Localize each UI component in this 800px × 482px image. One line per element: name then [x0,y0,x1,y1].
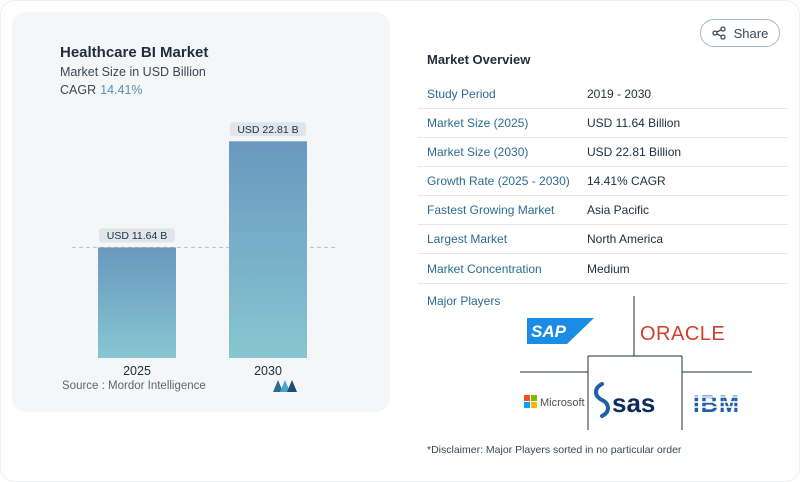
source-text: Source : Mordor Intelligence [62,380,206,392]
table-row: Market Size (2025) USD 11.64 Billion [418,109,788,138]
share-label: Share [733,25,769,41]
table-row: Largest Market North America [418,225,788,254]
row-label: Market Size (2030) [427,145,529,159]
table-row: Market Size (2030) USD 22.81 Billion [418,138,788,167]
overview-table: Study Period 2019 - 2030 Market Size (202… [418,80,788,283]
disclaimer: *Disclaimer: Major Players sorted in no … [427,444,682,456]
players-title: Major Players [427,294,501,308]
chart-title: Healthcare BI Market [60,44,209,61]
row-label: Fastest Growing Market [427,203,555,217]
row-value: Medium [587,261,630,276]
row-label: Largest Market [427,232,508,246]
bar [98,247,176,358]
chart-cagr: CAGR 14.41% [60,83,143,97]
data-label: USD 11.64 B [107,230,168,242]
cagr-label: CAGR [60,83,97,97]
row-value: 2019 - 2030 [587,87,652,101]
row-label: Study Period [427,87,496,101]
row-label: Market Concentration [427,261,542,276]
bar [229,141,307,358]
bar-chart: USD 11.64 B 2025 USD 22.81 B 2030 [72,122,338,378]
cagr-value: 14.41% [100,83,143,97]
table-row: Study Period 2019 - 2030 [418,80,788,109]
data-label-bg [230,122,306,137]
data-label: USD 22.81 B [237,124,298,136]
divider [418,283,788,284]
row-value: North America [587,232,664,246]
table-row: Fastest Growing Market Asia Pacific [418,196,788,225]
row-label: Market Size (2025) [427,116,529,130]
row-value: 14.41% CAGR [587,174,666,188]
share-button[interactable]: Share [700,19,780,47]
share-icon [711,26,726,40]
overview-title: Market Overview [427,52,531,67]
x-tick-label: 2025 [123,364,151,378]
table-row: Market Concentration Medium [418,254,788,283]
row-value: USD 11.64 Billion [587,116,681,130]
mordor-logo-icon [273,380,297,392]
row-label: Growth Rate (2025 - 2030) [427,174,570,188]
x-tick-label: 2030 [254,364,282,378]
chart-subtitle: Market Size in USD Billion [60,65,206,79]
row-value: Asia Pacific [587,203,650,217]
chart-card [12,12,390,412]
table-row: Growth Rate (2025 - 2030) 14.41% CAGR [418,167,788,196]
row-value: USD 22.81 Billion [587,145,682,159]
data-label-bg [99,228,175,243]
